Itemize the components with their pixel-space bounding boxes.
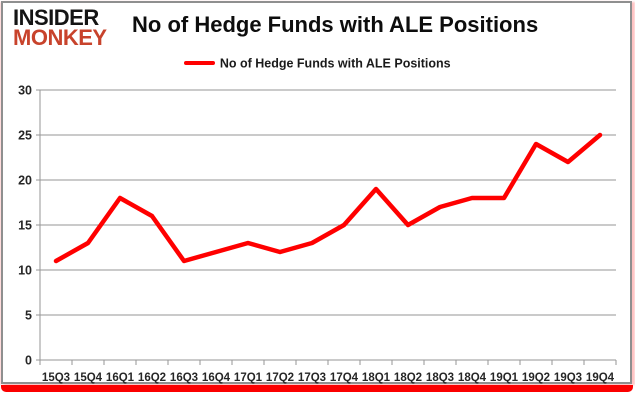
x-tick-label: 19Q2: [522, 372, 550, 384]
x-tick-label: 16Q1: [106, 372, 135, 384]
x-tick-label: 17Q1: [234, 372, 263, 384]
bottom-accent-bar: [1, 385, 633, 392]
logo-line-monkey: MONKEY: [13, 25, 107, 51]
chart-frame: [1, 1, 632, 384]
x-tick-label: 18Q1: [362, 372, 391, 384]
x-tick-label: 17Q3: [298, 372, 326, 384]
y-tick-label: 0: [25, 354, 32, 368]
legend-label: No of Hedge Funds with ALE Positions: [219, 56, 451, 71]
x-tick-label: 15Q3: [42, 372, 70, 384]
y-tick-label: 15: [18, 219, 32, 233]
logo-line-insider: INSIDER: [13, 5, 99, 30]
x-tick-label: 16Q4: [202, 372, 231, 384]
x-tick-label: 16Q2: [138, 372, 166, 384]
x-tick-label: 18Q2: [394, 372, 422, 384]
x-tick-label: 16Q3: [170, 372, 198, 384]
x-tick-label: 15Q4: [74, 372, 103, 384]
series-line: [53, 132, 603, 264]
y-tick-label: 10: [18, 264, 32, 278]
x-tick-label: 19Q4: [586, 372, 615, 384]
legend: No of Hedge Funds with ALE Positions: [0, 56, 635, 71]
x-tick-label: 17Q4: [330, 372, 359, 384]
x-tick-label: 19Q3: [554, 372, 582, 384]
x-tick-label: 18Q3: [426, 372, 454, 384]
legend-line-swatch-icon: [184, 60, 216, 65]
y-tick-label: 25: [18, 129, 32, 143]
x-tick-label: 17Q2: [266, 372, 294, 384]
chart-title: No of Hedge Funds with ALE Positions: [132, 12, 539, 37]
insider-monkey-logo: INSIDER MONKEY: [13, 5, 107, 51]
y-tick-label: 30: [18, 84, 32, 98]
x-tick-label: 19Q1: [490, 372, 519, 384]
y-tick-label: 20: [18, 174, 32, 188]
y-tick-label: 5: [25, 309, 32, 323]
x-tick-label: 18Q4: [458, 372, 487, 384]
